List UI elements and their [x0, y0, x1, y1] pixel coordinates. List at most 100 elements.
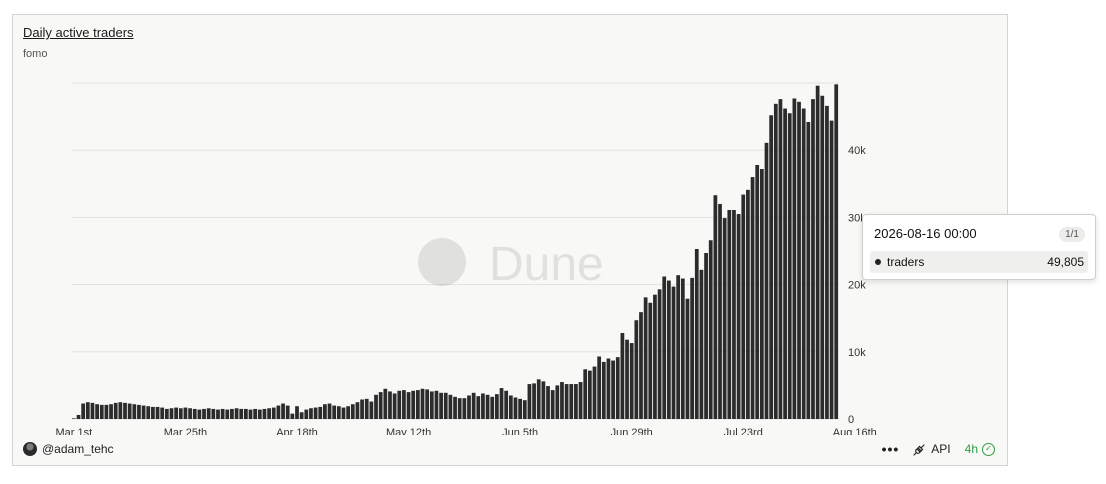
tooltip-page-indicator: 1/1: [1059, 227, 1085, 242]
bar: [750, 177, 755, 419]
series-dot-icon: [875, 259, 881, 265]
bar: [146, 406, 151, 419]
bar: [657, 289, 662, 419]
bar: [85, 402, 90, 419]
chart-tooltip: 2026-08-16 00:00 1/1 traders 49,805: [862, 214, 1096, 280]
bar: [769, 115, 774, 420]
x-tick-label: Jun 29th: [611, 427, 653, 435]
bar: [202, 408, 206, 419]
bar: [685, 298, 690, 419]
bar: [411, 390, 416, 419]
bar: [746, 189, 750, 419]
bar: [825, 105, 829, 420]
bar: [671, 286, 676, 419]
bar: [783, 108, 787, 419]
bar: [350, 404, 355, 419]
bar: [188, 408, 192, 419]
bar: [722, 218, 727, 419]
bar: [178, 408, 183, 419]
bar: [192, 408, 197, 419]
bar: [355, 402, 360, 419]
x-tick-label: May 12th: [386, 427, 431, 435]
bar: [197, 409, 202, 419]
x-tick-label: Apr 18th: [276, 427, 318, 435]
y-tick-label: 0: [848, 414, 854, 426]
api-button[interactable]: API: [913, 442, 951, 456]
bar: [420, 388, 425, 419]
bar: [336, 406, 341, 419]
x-tick-label: Mar 1st: [56, 427, 93, 435]
chart-title[interactable]: Daily active traders: [23, 25, 134, 40]
bar: [504, 390, 509, 419]
bar: [113, 402, 118, 419]
tooltip-timestamp: 2026-08-16 00:00: [874, 226, 977, 241]
bar: [569, 384, 574, 419]
bar: [708, 240, 713, 419]
bar: [216, 409, 220, 419]
bar: [118, 402, 123, 419]
bar: [267, 408, 271, 419]
bar: [518, 398, 523, 419]
bar: [667, 280, 671, 419]
bar: [578, 382, 583, 419]
bar: [508, 395, 513, 419]
bar: [160, 407, 165, 419]
bar: [374, 394, 378, 419]
dune-logo-icon: [418, 238, 466, 286]
bar: [699, 269, 704, 419]
x-tick-label: Mar 25th: [164, 427, 207, 435]
author-name: @adam_tehc: [42, 442, 114, 456]
bar: [318, 406, 323, 419]
bar: [759, 169, 764, 419]
bar: [662, 276, 667, 419]
bar: [99, 404, 104, 419]
bar: [383, 388, 388, 419]
bar: [234, 408, 239, 419]
bar: [536, 379, 541, 419]
check-circle-icon: ✓: [982, 442, 995, 456]
bar: [806, 121, 811, 419]
bar: [323, 404, 327, 419]
bar: [281, 403, 285, 419]
bar: [467, 395, 471, 419]
bar: [643, 297, 648, 419]
bar: [313, 407, 318, 419]
bar: [309, 408, 313, 419]
bar: [801, 108, 806, 419]
bar: [680, 278, 685, 419]
bar: [462, 398, 467, 419]
bar: [290, 413, 295, 419]
bar: [257, 409, 262, 419]
bar: [429, 391, 434, 419]
bar: [132, 404, 137, 419]
bar: [755, 164, 760, 419]
bar: [248, 409, 253, 419]
bar: [471, 392, 476, 419]
bar: [253, 408, 258, 419]
refresh-status[interactable]: 4h ✓: [965, 442, 995, 456]
bar: [797, 101, 801, 419]
bar: [220, 408, 225, 419]
refresh-label: 4h: [964, 442, 978, 456]
bar: [778, 99, 783, 420]
bar: [109, 404, 113, 419]
tooltip-series-row: traders 49,805: [870, 251, 1088, 273]
bar: [378, 392, 383, 419]
bar: [127, 403, 132, 419]
bar: [299, 412, 304, 419]
bar: [295, 406, 299, 419]
plug-icon: [913, 443, 925, 456]
bar: [718, 203, 722, 419]
bar: [704, 253, 708, 419]
author-info[interactable]: @adam_tehc: [23, 441, 114, 457]
bar: [137, 404, 141, 419]
y-tick-label: 10k: [848, 347, 866, 359]
bar: [457, 398, 462, 419]
bar: [611, 360, 615, 419]
more-options-button[interactable]: •••: [881, 441, 900, 457]
bar: [341, 407, 346, 419]
x-tick-label: Aug 16th: [833, 427, 877, 435]
bar: [206, 408, 211, 419]
x-tick-label: Jun 5th: [502, 427, 538, 435]
chart-card: Daily active traders fomo Dune 0 10k 20k 30k…: [12, 14, 1008, 466]
